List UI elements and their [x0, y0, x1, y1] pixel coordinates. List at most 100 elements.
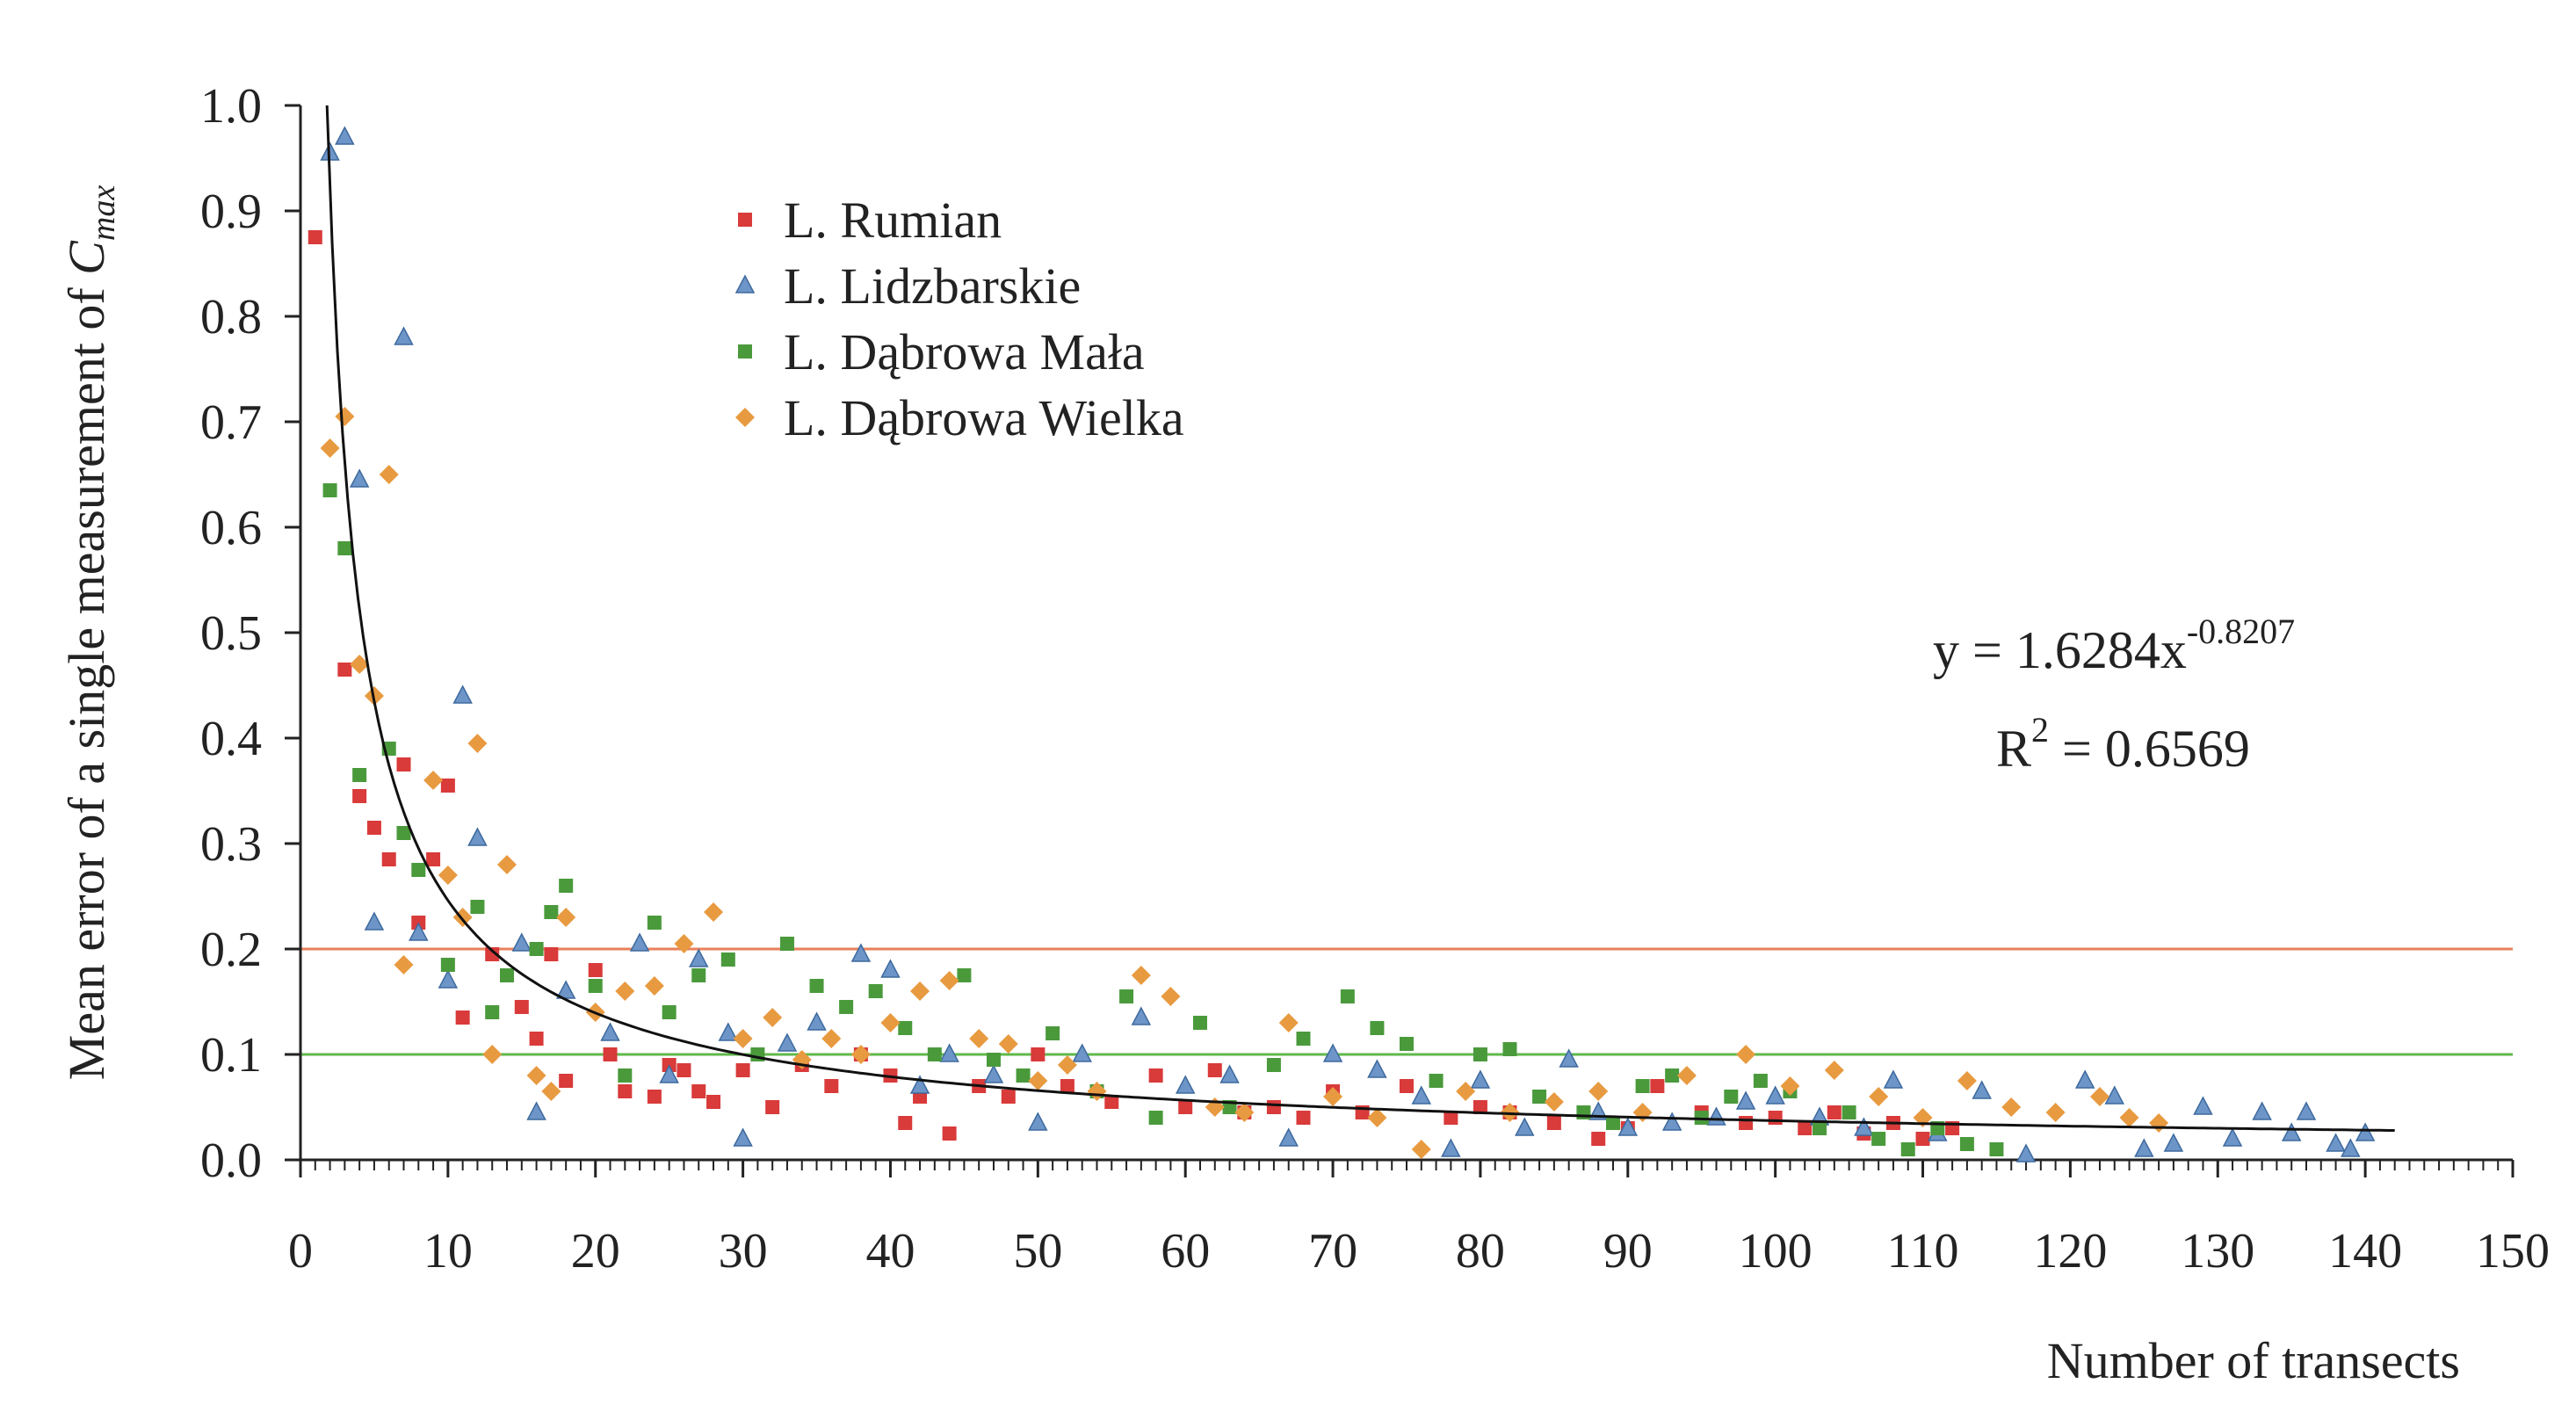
r-squared-value: = 0.6569: [2049, 720, 2250, 778]
data-point: [1178, 1100, 1193, 1114]
data-point: [1429, 1074, 1444, 1088]
data-point: [529, 942, 544, 956]
y-tick-label: 0.3: [200, 817, 262, 872]
data-point: [1544, 1092, 1564, 1112]
data-point: [821, 1029, 842, 1048]
data-point: [1753, 1074, 1768, 1088]
data-point: [1207, 1063, 1222, 1077]
data-point: [910, 982, 930, 1001]
data-point: [320, 438, 340, 458]
data-point: [335, 126, 355, 145]
data-point: [1400, 1037, 1414, 1051]
data-point: [1559, 1048, 1579, 1068]
data-point: [765, 1100, 780, 1114]
data-point: [704, 902, 724, 922]
data-point: [482, 1045, 503, 1064]
fit-equation-line: y = 1.6284x-0.8207: [1933, 612, 2295, 679]
y-axis-title-symbol: C: [58, 240, 115, 275]
data-point: [440, 958, 455, 972]
data-point: [629, 932, 650, 952]
fit-curve: [325, 105, 2395, 1132]
data-point: [2252, 1101, 2272, 1120]
data-point: [555, 980, 576, 999]
data-point: [1768, 1111, 1783, 1125]
data-point: [500, 968, 515, 982]
data-point: [1060, 1079, 1075, 1093]
y-tick-label: 0.4: [200, 712, 262, 766]
data-point: [706, 1095, 721, 1109]
x-tick-label: 60: [1161, 1224, 1210, 1279]
data-point: [588, 963, 603, 977]
legend-marker: [738, 213, 752, 227]
data-point: [618, 1068, 633, 1083]
data-point: [438, 969, 459, 989]
data-point: [1591, 1132, 1606, 1146]
data-point: [839, 1000, 854, 1014]
data-point: [1869, 1087, 1889, 1106]
data-point: [423, 771, 444, 790]
fit-equation-exponent: -0.8207: [2187, 612, 2295, 651]
data-point: [1400, 1079, 1414, 1093]
data-point: [2222, 1127, 2243, 1147]
data-point: [349, 468, 370, 488]
data-point: [308, 230, 322, 244]
data-point: [998, 1034, 1018, 1054]
data-point: [1278, 1127, 1299, 1147]
data-point: [880, 959, 901, 978]
data-point: [1854, 1117, 1874, 1136]
legend-label: L. Dąbrowa Wielka: [784, 389, 1184, 446]
data-point: [2119, 1108, 2139, 1127]
y-tick-label: 0.7: [200, 395, 262, 450]
data-point: [1367, 1059, 1387, 1078]
y-tick-label: 0.6: [200, 501, 262, 555]
data-point: [1883, 1069, 1904, 1089]
data-point: [1278, 1013, 1299, 1032]
data-point: [1959, 1137, 1974, 1151]
data-point: [1072, 1043, 1092, 1062]
data-point: [337, 663, 352, 677]
data-point: [2089, 1087, 2109, 1106]
x-tick-label: 80: [1456, 1224, 1505, 1279]
data-point: [1502, 1042, 1517, 1056]
data-point: [1706, 1106, 1726, 1126]
data-point: [1296, 1111, 1311, 1125]
x-tick-label: 120: [2033, 1224, 2107, 1279]
data-point: [957, 968, 972, 982]
y-axis-title: Mean error of a single measurement of Cm…: [58, 185, 122, 1081]
data-point: [467, 734, 488, 753]
data-point: [809, 979, 824, 993]
data-point: [541, 1082, 561, 1101]
data-point: [1057, 1055, 1077, 1075]
data-point: [2104, 1085, 2125, 1105]
data-point: [720, 953, 735, 967]
data-point: [394, 326, 414, 345]
data-point: [644, 976, 664, 996]
data-point: [939, 1043, 959, 1062]
data-point: [470, 900, 485, 914]
data-point: [559, 1074, 574, 1088]
legend-marker: [738, 344, 752, 359]
data-point: [1119, 989, 1134, 1003]
x-tick-label: 20: [571, 1224, 620, 1279]
data-point: [659, 1064, 679, 1083]
data-point: [350, 655, 370, 674]
series-3: [320, 407, 2169, 1159]
data-point: [452, 685, 473, 704]
data-point: [335, 407, 355, 426]
data-point: [526, 1101, 546, 1120]
data-point: [1532, 1090, 1547, 1104]
data-point: [733, 1127, 753, 1147]
data-point: [455, 1010, 470, 1025]
legend-label: L. Lidzbarskie: [784, 257, 1081, 315]
data-point: [1515, 1117, 1535, 1136]
data-point: [868, 984, 883, 998]
data-point: [2193, 1096, 2213, 1115]
data-point: [691, 1084, 706, 1098]
data-point: [1665, 1068, 1680, 1083]
data-point: [779, 937, 794, 951]
data-point: [2341, 1138, 2361, 1157]
data-point: [379, 465, 399, 484]
data-point: [691, 968, 706, 982]
data-point: [1661, 1112, 1682, 1131]
data-point: [1367, 1108, 1387, 1127]
